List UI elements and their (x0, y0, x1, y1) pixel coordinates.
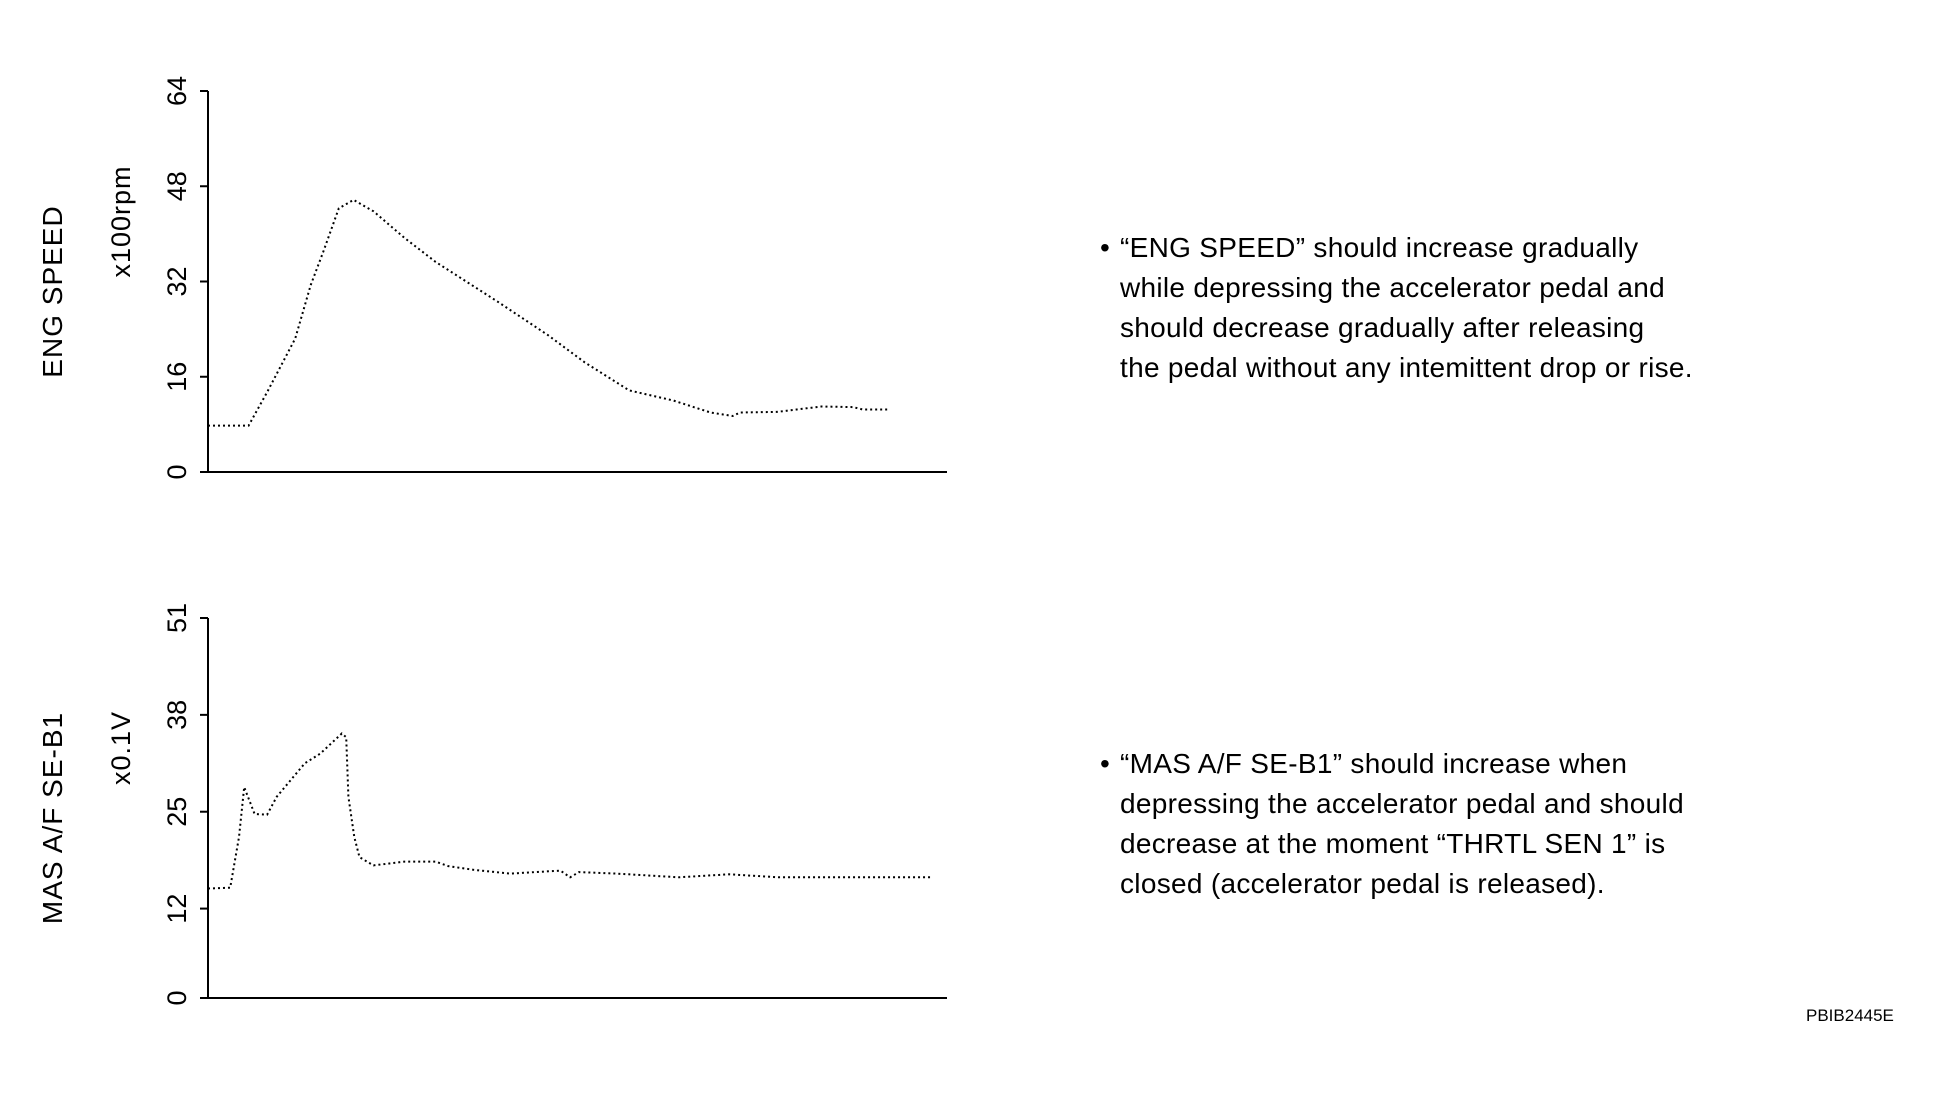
bullet: • (1100, 748, 1111, 779)
y-tick-label: 16 (162, 362, 192, 392)
y-axis-title: ENG SPEED (37, 205, 68, 377)
y-axis-title: MAS A/F SE-B1 (37, 712, 68, 924)
note-mas-af: • “MAS A/F SE-B1” should increase when d… (1100, 744, 1684, 904)
y-tick-label: 48 (162, 171, 192, 201)
y-axis-unit: x100rpm (106, 165, 136, 277)
y-axis-unit: x0.1V (106, 711, 136, 785)
y-tick-label: 38 (162, 700, 192, 730)
y-tick-label: 12 (162, 894, 192, 924)
y-tick-label: 25 (162, 797, 192, 827)
y-tick-label: 0 (162, 464, 192, 479)
eng-speed-chart: 0 16 32 48 64 ENG SPEED x100rpm (37, 76, 947, 480)
note-text: “MAS A/F SE-B1” should increase when dep… (1120, 748, 1684, 899)
series-line (208, 198, 888, 427)
mas-af-chart: 0 12 25 38 51 MAS A/F SE-B1 x0.1V (37, 603, 947, 1006)
figure-code: PBIB2445E (1806, 1006, 1894, 1025)
bullet: • (1100, 232, 1111, 263)
y-tick-label: 32 (162, 266, 192, 296)
y-tick-label: 0 (162, 990, 192, 1005)
note-text: “ENG SPEED” should increase gradually wh… (1120, 232, 1693, 383)
series-line (207, 732, 932, 890)
y-tick-label: 64 (162, 76, 192, 106)
note-eng-speed: • “ENG SPEED” should increase gradually … (1100, 228, 1693, 388)
y-tick-label: 51 (162, 603, 192, 633)
